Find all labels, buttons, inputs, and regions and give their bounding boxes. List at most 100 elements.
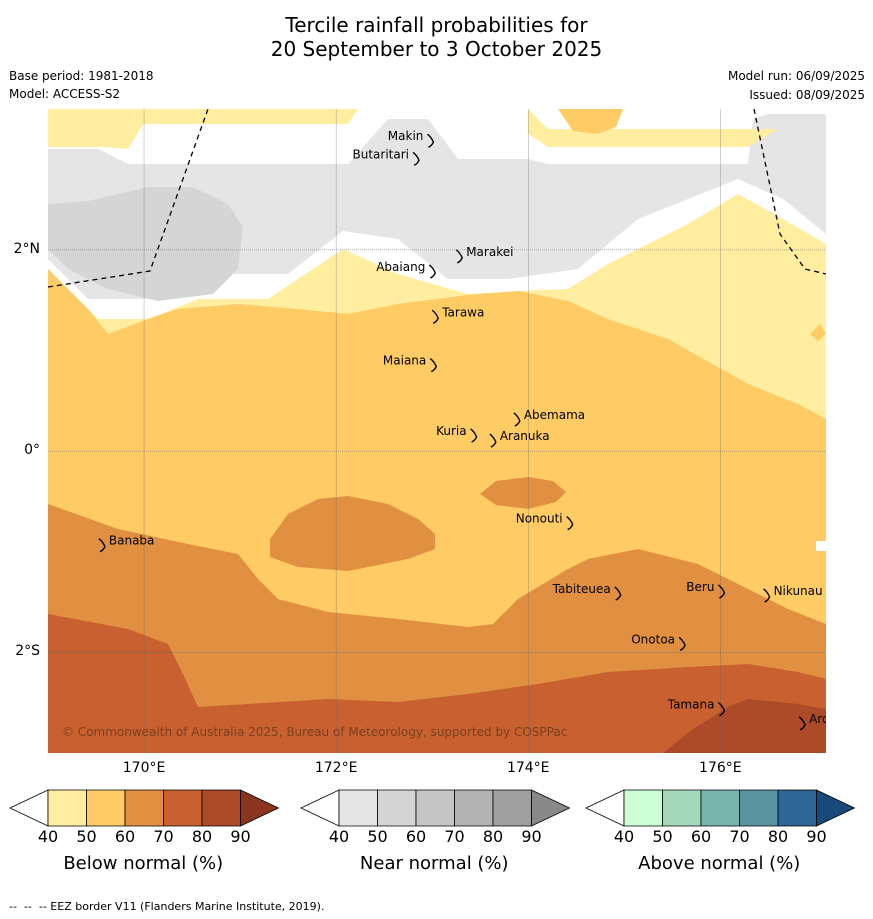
island-tarawa[interactable]: Tarawa <box>431 305 484 324</box>
colorbar-min-arrow <box>9 789 49 827</box>
island-makin[interactable]: Makin <box>388 129 435 148</box>
colorbar-title: Below normal (%) <box>63 853 224 874</box>
island-marakei[interactable]: Marakei <box>455 245 513 264</box>
island-label: Maiana <box>383 354 426 368</box>
lon-tick-label: 176°E <box>699 760 742 776</box>
colorbar-cell <box>124 789 164 827</box>
island-kuria[interactable]: Kuria <box>436 424 478 443</box>
island-tabiteuea[interactable]: Tabiteuea <box>552 582 622 601</box>
island-outline <box>412 151 420 166</box>
colorbar-tick-label: 50 <box>652 827 673 846</box>
island-outline <box>426 133 435 148</box>
colorbar-max-arrow <box>240 789 280 827</box>
island-label: Nonouti <box>516 512 563 526</box>
island-tamana[interactable]: Tamana <box>667 698 726 717</box>
colorbar-above <box>585 789 856 827</box>
lon-tick-label: 174°E <box>506 760 550 776</box>
model-run-label: Model run: 06/09/2025 <box>727 69 865 83</box>
below-70-oval-west <box>270 496 435 571</box>
colorbar-cell <box>739 789 779 827</box>
colorbar-title: Near normal (%) <box>359 853 509 874</box>
island-maiana[interactable]: Maiana <box>383 354 438 373</box>
colorbar-title: Above normal (%) <box>638 853 801 874</box>
colorbar-tick-label: 80 <box>191 827 213 846</box>
colorbar-min-arrow <box>300 789 340 827</box>
island-label: Marakei <box>466 245 513 259</box>
colorbar-tick-label: 80 <box>482 827 504 846</box>
island-outline <box>566 515 574 531</box>
colorbar-cell <box>163 789 203 827</box>
map-title-line1: Tercile rainfall probabilities for <box>285 13 588 37</box>
probability-map[interactable]: Makin Butaritari Marakei Abaiang Tarawa Maian… <box>48 109 826 753</box>
colorbar-tick-label: 80 <box>767 827 789 846</box>
colorbar-below <box>9 789 280 827</box>
lat-tick-label: 0° <box>24 442 40 459</box>
model-label: Model: ACCESS-S2 <box>9 87 121 101</box>
colorbar-cell <box>700 789 740 827</box>
white-patch-east <box>816 541 826 551</box>
island-outline <box>431 309 439 324</box>
eez-note: -- -- -- EEZ border V11 (Flanders Marine… <box>9 900 325 913</box>
colorbar-cell <box>492 789 532 827</box>
island-outline <box>717 584 726 599</box>
island-abemama[interactable]: Abemama <box>513 408 585 427</box>
lon-tick-label: 172°E <box>314 760 358 776</box>
island-beru[interactable]: Beru <box>686 580 726 599</box>
island-nonouti[interactable]: Nonouti <box>516 512 574 531</box>
colorbar-max-arrow <box>531 789 571 827</box>
colorbar-tick-label: 60 <box>405 827 427 846</box>
colorbar-tick-label: 90 <box>230 827 251 846</box>
island-outline <box>678 636 686 651</box>
island-label: Makin <box>388 129 424 143</box>
island-outline <box>614 586 622 601</box>
island-abaiang[interactable]: Abaiang <box>376 260 437 279</box>
island-outline <box>429 357 438 373</box>
colorbar-tick-label: 90 <box>521 827 542 846</box>
island-label: Abemama <box>524 408 585 422</box>
island-outline <box>763 588 771 603</box>
below-50-top-right <box>388 109 826 147</box>
issued-label: Issued: 08/09/2025 <box>749 88 865 102</box>
island-layer: Makin Butaritari Marakei Abaiang Tarawa Maian… <box>98 129 826 731</box>
colorbar-cell <box>86 789 126 827</box>
island-label: Arorae <box>809 712 826 726</box>
below-50-top-left <box>48 109 358 149</box>
below-60-top <box>558 109 623 134</box>
island-outline <box>513 412 521 427</box>
colorbar-tick-label: 40 <box>37 827 59 846</box>
colorbar-near <box>300 789 571 827</box>
copyright-notice: © Commonwealth of Australia 2025, Bureau… <box>62 725 567 739</box>
colorbar-tick-label: 40 <box>328 827 350 846</box>
colorbar-tick-label: 70 <box>444 827 465 846</box>
island-butaritari[interactable]: Butaritari <box>352 147 420 166</box>
island-aranuka[interactable]: Aranuka <box>489 429 550 448</box>
base-period-label: Base period: 1981-2018 <box>9 69 154 83</box>
colorbar-max-arrow <box>816 789 856 827</box>
island-onotoa[interactable]: Onotoa <box>631 632 686 651</box>
island-label: Tarawa <box>441 305 484 319</box>
island-label: Nikunau <box>774 584 823 598</box>
island-banaba[interactable]: Banaba <box>98 534 155 553</box>
map-title-line2: 20 September to 3 October 2025 <box>270 37 603 61</box>
island-nikunau[interactable]: Nikunau <box>763 584 823 603</box>
eez-border-west <box>48 109 209 288</box>
colorbar-tick-label: 70 <box>729 827 750 846</box>
below-90-region <box>663 699 826 753</box>
colorbar-cell <box>338 789 378 827</box>
colorbar-tick-label: 90 <box>806 827 827 846</box>
island-label: Butaritari <box>352 147 409 161</box>
colorbar-cell <box>415 789 455 827</box>
below-60-patch-east <box>810 324 826 341</box>
island-label: Tamana <box>667 698 715 712</box>
colorbar-tick-label: 50 <box>367 827 388 846</box>
island-arorae[interactable]: Arorae <box>798 712 826 731</box>
island-outline <box>470 428 478 443</box>
colorbar-min-arrow <box>585 789 625 827</box>
colorbar-tick-label: 70 <box>153 827 174 846</box>
map-canvas: Makin Butaritari Marakei Abaiang Tarawa Maian… <box>48 109 826 753</box>
colorbar-tick-label: 60 <box>114 827 136 846</box>
eez-border-east <box>753 109 826 275</box>
colorbar-tick-label: 40 <box>613 827 635 846</box>
colorbar-tick-label: 50 <box>76 827 97 846</box>
island-label: Beru <box>686 580 714 594</box>
